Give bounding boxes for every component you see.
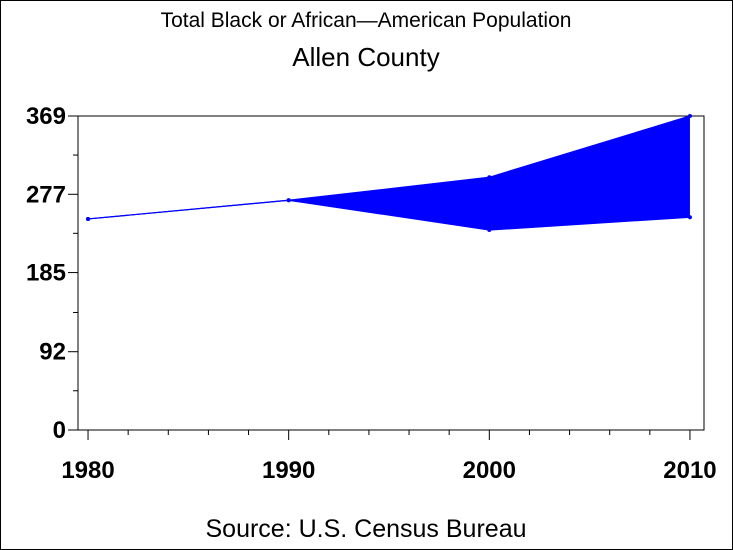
chart-subtitle: Allen County bbox=[292, 42, 439, 72]
series-line-2 bbox=[87, 199, 690, 231]
x-tick-label: 2000 bbox=[463, 457, 516, 484]
y-tick-label: 277 bbox=[26, 181, 66, 208]
data-point bbox=[687, 215, 692, 220]
data-point bbox=[687, 114, 692, 118]
x-axis: 1980 1990 2000 2010 bbox=[61, 430, 717, 484]
y-tick-label: 0 bbox=[53, 417, 66, 444]
data-point bbox=[86, 216, 91, 221]
y-tick-label: 185 bbox=[26, 260, 66, 287]
y-tick-label: 92 bbox=[39, 339, 66, 366]
data-point bbox=[487, 228, 492, 233]
x-tick-label: 1980 bbox=[61, 457, 114, 484]
x-tick-label: 1990 bbox=[262, 457, 315, 484]
chart-marks bbox=[86, 114, 692, 233]
y-axis: 0 92 185 277 369 bbox=[26, 103, 78, 444]
data-point bbox=[286, 198, 291, 203]
y-tick-label: 369 bbox=[26, 103, 66, 130]
chart-title: Total Black or African—American Populati… bbox=[161, 9, 572, 32]
x-tick-label: 2010 bbox=[663, 457, 716, 484]
data-point bbox=[487, 175, 492, 180]
source-note: Source: U.S. Census Bureau bbox=[206, 515, 527, 543]
area-band bbox=[88, 116, 690, 231]
